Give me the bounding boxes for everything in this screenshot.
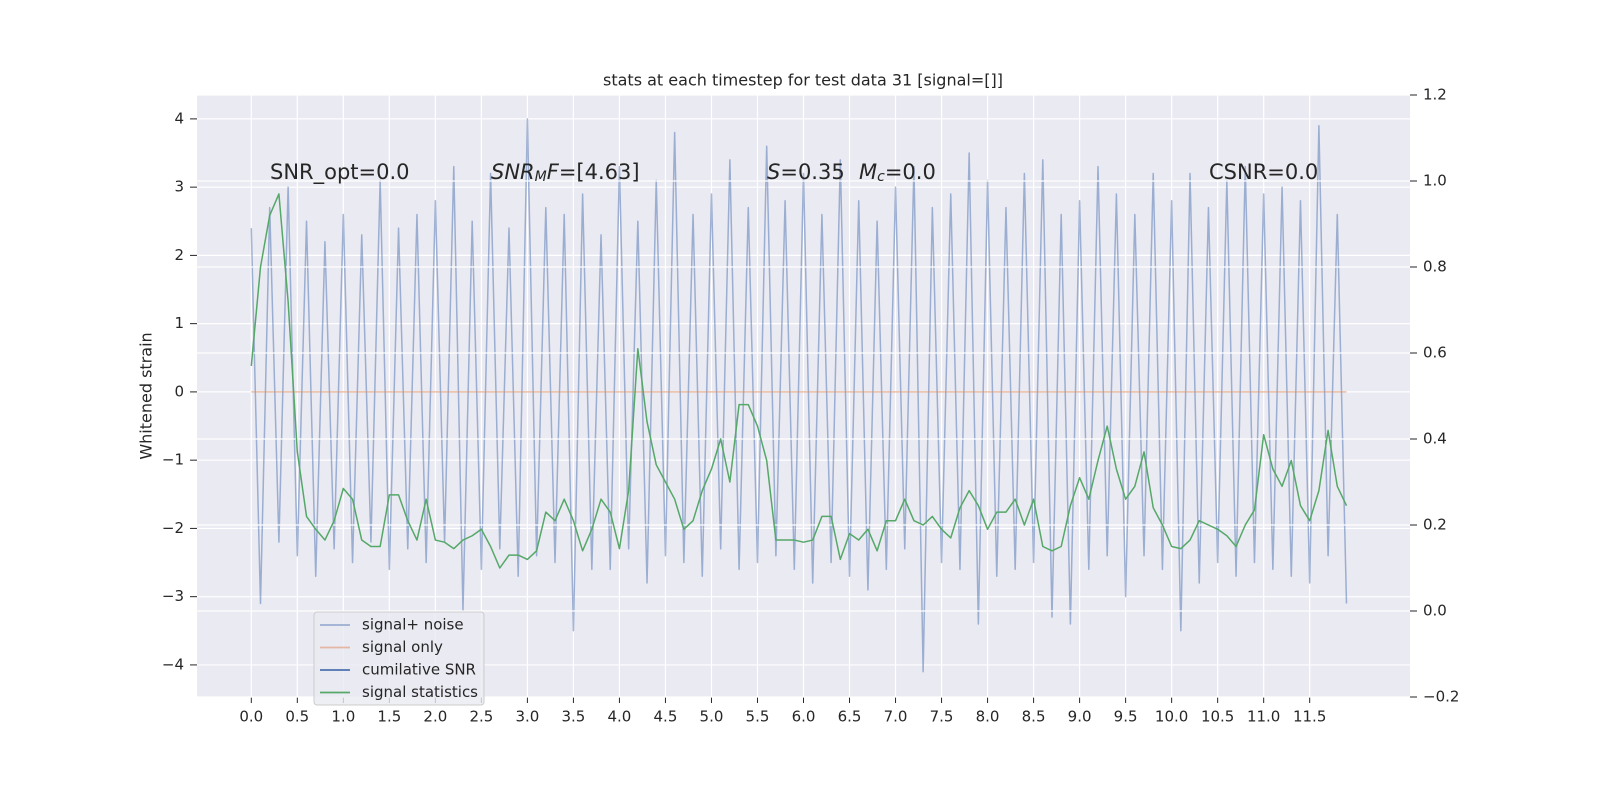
annotation: Mc=0.0 [859,160,936,185]
annotation: SNR_opt=0.0 [270,160,410,185]
x-tick-label: 0.5 [285,708,309,726]
x-tick-label: 5.5 [746,708,770,726]
y2-tick-label: 0.0 [1423,602,1447,620]
x-tick-label: 2.0 [423,708,447,726]
series-line [250,193,1348,569]
annotation-part: =[4.63] [559,160,640,184]
annotation: SNRMF=[4.63] [491,160,640,185]
y-tick-label: 4 [174,109,184,127]
x-tick-label: 10.0 [1155,708,1188,726]
annotation-part: =0.0 [885,160,936,184]
x-tick-label: 9.0 [1068,708,1092,726]
x-tick-label: 1.0 [331,708,355,726]
y-tick-label: 0 [174,382,184,400]
annotation-part: SNR_opt=0.0 [270,160,410,185]
legend-label: signal+ noise [362,616,464,634]
annotation-part: S [767,160,780,184]
x-tick-label: 6.0 [792,708,816,726]
y-axis-label: Whitened strain [137,332,156,459]
x-tick-label: 11.5 [1293,708,1326,726]
series-line [250,118,1348,673]
y-tick-label: 2 [174,246,184,264]
x-tick-label: 4.5 [654,708,678,726]
x-tick-label: 6.5 [838,708,862,726]
annotation-part: =0.35 [780,160,844,184]
x-tick-label: 7.0 [884,708,908,726]
x-tick-label: 11.0 [1247,708,1280,726]
annotation-part: SNR [491,160,535,184]
x-tick-label: 7.5 [930,708,954,726]
x-tick-label: 1.5 [377,708,401,726]
annotation-part: M [859,160,877,184]
legend-label: signal statistics [362,683,478,701]
annotation-part: F [547,160,560,184]
y2-tick-label: 1.0 [1423,172,1447,190]
y2-tick-label: 0.2 [1423,516,1447,534]
x-tick-label: 0.0 [239,708,263,726]
x-tick-label: 4.0 [608,708,632,726]
annotation-part: CSNR=0.0 [1209,160,1318,184]
x-tick-label: 10.5 [1201,708,1234,726]
y-tick-label: −2 [162,519,184,537]
y2-tick-label: 1.2 [1423,86,1447,104]
y-tick-label: −3 [162,587,184,605]
legend-label: cumilative SNR [362,661,476,679]
x-tick-label: 8.0 [976,708,1000,726]
y2-tick-label: −0.2 [1423,688,1459,706]
y2-tick-label: 0.4 [1423,430,1447,448]
x-tick-label: 8.5 [1022,708,1046,726]
x-tick-label: 2.5 [469,708,493,726]
y-tick-label: 3 [174,178,184,196]
y-tick-label: −1 [162,451,184,469]
y2-tick-label: 0.8 [1423,258,1447,276]
annotation: S=0.35 [767,160,845,184]
legend-box [313,611,485,706]
chart-title: stats at each timestep for test data 31 … [603,71,1003,90]
annotation-part: c [877,169,885,185]
annotation: CSNR=0.0 [1209,160,1318,184]
annotation-part: M [535,169,547,185]
x-tick-label: 3.5 [561,708,585,726]
y2-tick-label: 0.6 [1423,344,1447,362]
x-tick-label: 5.0 [700,708,724,726]
x-tick-label: 9.5 [1114,708,1138,726]
legend-label: signal only [362,638,443,656]
y-tick-label: 1 [174,314,184,332]
x-tick-label: 3.0 [515,708,539,726]
y-tick-label: −4 [162,655,184,673]
